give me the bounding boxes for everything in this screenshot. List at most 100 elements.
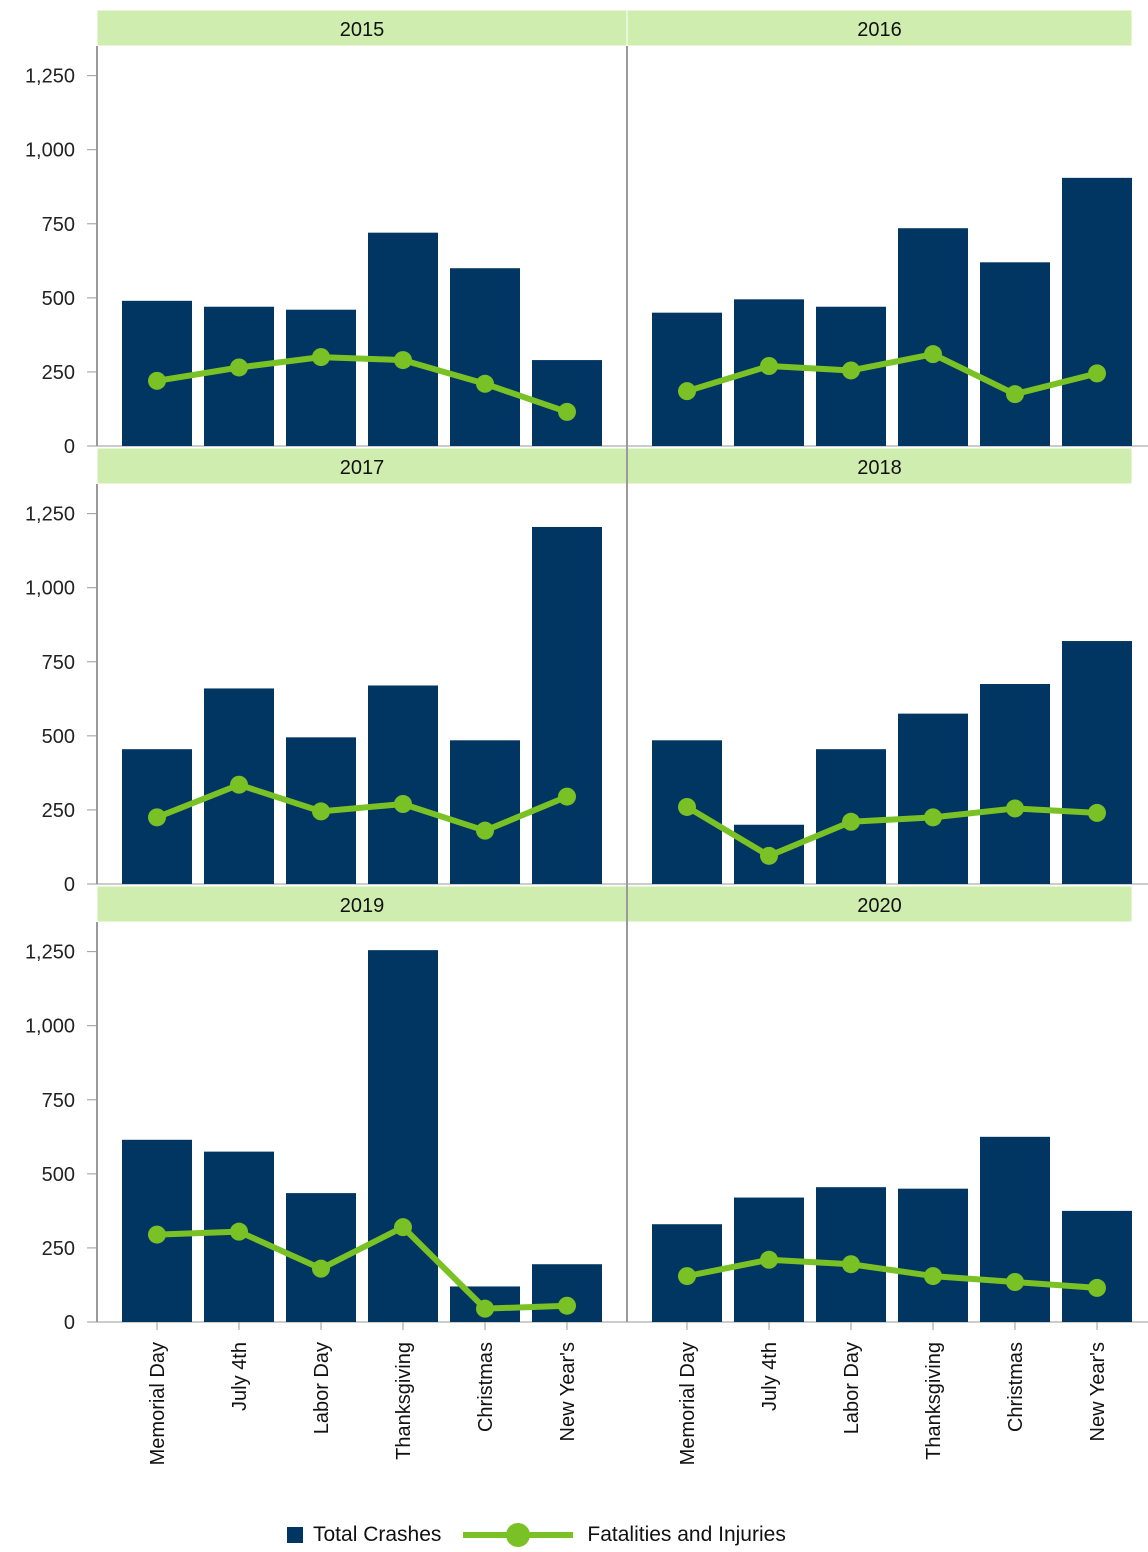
x-tick-label: Thanksgiving — [393, 1342, 415, 1460]
line-2017 — [155, 781, 569, 834]
y-tick-label: 250 — [42, 362, 75, 384]
y-tick-label: 750 — [42, 1090, 75, 1112]
y-tick-label: 250 — [42, 800, 75, 822]
bar-2017-5 — [532, 526, 602, 884]
bar-2020-3 — [898, 1188, 968, 1322]
bar-2019-3 — [368, 950, 438, 1322]
point-2015-0 — [148, 371, 166, 390]
bar-2017-4 — [450, 740, 520, 884]
y-tick-label: 750 — [42, 652, 75, 674]
bar-2015-4 — [450, 268, 520, 446]
panel-title-2016: 2016 — [857, 19, 902, 41]
point-2017-5 — [558, 787, 576, 806]
point-2020-3 — [924, 1267, 942, 1286]
legend-bar-swatch — [287, 1527, 303, 1543]
point-2018-2 — [842, 812, 860, 831]
point-2015-1 — [230, 358, 248, 377]
panel-header-2017 — [96, 447, 628, 485]
y-tick-label: 1,000 — [25, 578, 75, 600]
panel-title-2015: 2015 — [340, 19, 385, 41]
bar-2016-0 — [652, 312, 722, 446]
point-2019-5 — [558, 1296, 576, 1315]
point-2017-1 — [230, 775, 248, 794]
y-tick-label: 0 — [64, 1312, 75, 1334]
point-2018-4 — [1006, 799, 1024, 818]
x-tick-label: Memorial Day — [147, 1342, 169, 1465]
legend-line-label: Fatalities and Injuries — [587, 1523, 786, 1546]
y-tick-label: 0 — [64, 874, 75, 896]
x-tick-label: New Year's — [1087, 1342, 1109, 1441]
legend-bar-label: Total Crashes — [313, 1523, 442, 1546]
faceted-chart: 2015 2016 2017 2018 2019 2020 0 250 500 750 1,000 1… — [25, 9, 1148, 1465]
point-2015-4 — [476, 374, 494, 393]
x-tick-label: July 4th — [229, 1342, 251, 1411]
point-2017-3 — [394, 795, 412, 813]
bar-2016-5 — [1062, 177, 1132, 446]
point-2017-2 — [312, 802, 330, 821]
legend-line-swatch — [463, 1520, 574, 1550]
x-tick-label: New Year's — [557, 1342, 579, 1441]
x-tick-label: July 4th — [759, 1342, 781, 1411]
y-tick-label: 250 — [42, 1238, 75, 1260]
x-tick-label: Labor Day — [841, 1342, 863, 1434]
point-2019-4 — [476, 1299, 494, 1318]
point-2016-2 — [842, 361, 860, 380]
legend: Total Crashes Fatalities and Injuries — [0, 1520, 1148, 1550]
point-2020-5 — [1088, 1278, 1106, 1297]
panel-header-2019 — [96, 885, 628, 923]
point-2017-0 — [148, 808, 166, 827]
bar-2018-4 — [980, 684, 1050, 884]
panel-header-2020 — [626, 885, 1133, 923]
point-2020-4 — [1006, 1273, 1024, 1291]
point-2019-0 — [148, 1225, 166, 1244]
line-2019 — [156, 1224, 568, 1312]
point-2019-3 — [394, 1218, 412, 1237]
point-2015-5 — [558, 402, 576, 421]
panel-title-2018: 2018 — [857, 457, 902, 479]
panel-title-2020: 2020 — [857, 895, 902, 917]
point-2018-1 — [760, 846, 778, 865]
point-2018-3 — [924, 808, 942, 827]
bar-2018-5 — [1062, 641, 1132, 884]
panel-header-2015 — [96, 9, 628, 47]
x-tick-label: Christmas — [475, 1342, 497, 1432]
bar-2015-2 — [286, 309, 356, 446]
panel-title-2019: 2019 — [340, 895, 385, 917]
y-tick-label: 500 — [42, 1164, 75, 1186]
x-tick-label: Christmas — [1005, 1342, 1027, 1432]
point-2016-0 — [678, 382, 696, 401]
bar-2020-5 — [1062, 1210, 1132, 1322]
bar-2017-3 — [368, 685, 438, 884]
y-tick-label: 1,000 — [25, 140, 75, 162]
point-2017-4 — [476, 821, 494, 840]
point-2015-3 — [394, 351, 412, 370]
panel-title-2017: 2017 — [340, 457, 385, 479]
point-2018-0 — [678, 797, 696, 816]
line-2018 — [685, 804, 1098, 859]
y-tick-label: 0 — [64, 436, 75, 458]
panel-header-2018 — [626, 447, 1133, 485]
bar-2015-3 — [368, 232, 438, 446]
bar-2016-3 — [898, 228, 968, 446]
bar-2016-4 — [980, 262, 1050, 446]
y-tick-label: 500 — [42, 288, 75, 310]
y-tick-label: 500 — [42, 726, 75, 748]
point-2015-2 — [312, 348, 330, 367]
point-2018-5 — [1088, 803, 1106, 822]
y-tick-label: 1,000 — [25, 1016, 75, 1038]
panel-header-2016 — [626, 9, 1133, 47]
y-tick-label: 1,250 — [25, 504, 75, 526]
point-2019-1 — [230, 1222, 248, 1241]
line-2015 — [156, 354, 568, 415]
bar-2020-2 — [816, 1187, 886, 1322]
point-2020-0 — [678, 1267, 696, 1286]
point-2016-5 — [1088, 364, 1106, 383]
y-tick-label: 750 — [42, 214, 75, 236]
x-tick-label: Thanksgiving — [923, 1342, 945, 1460]
line-2020 — [686, 1256, 1098, 1291]
x-tick-label: Labor Day — [311, 1342, 333, 1434]
line-2016 — [686, 351, 1098, 398]
y-tick-label: 1,250 — [25, 942, 75, 964]
bar-2018-3 — [898, 713, 968, 884]
x-tick-label: Memorial Day — [677, 1342, 699, 1465]
